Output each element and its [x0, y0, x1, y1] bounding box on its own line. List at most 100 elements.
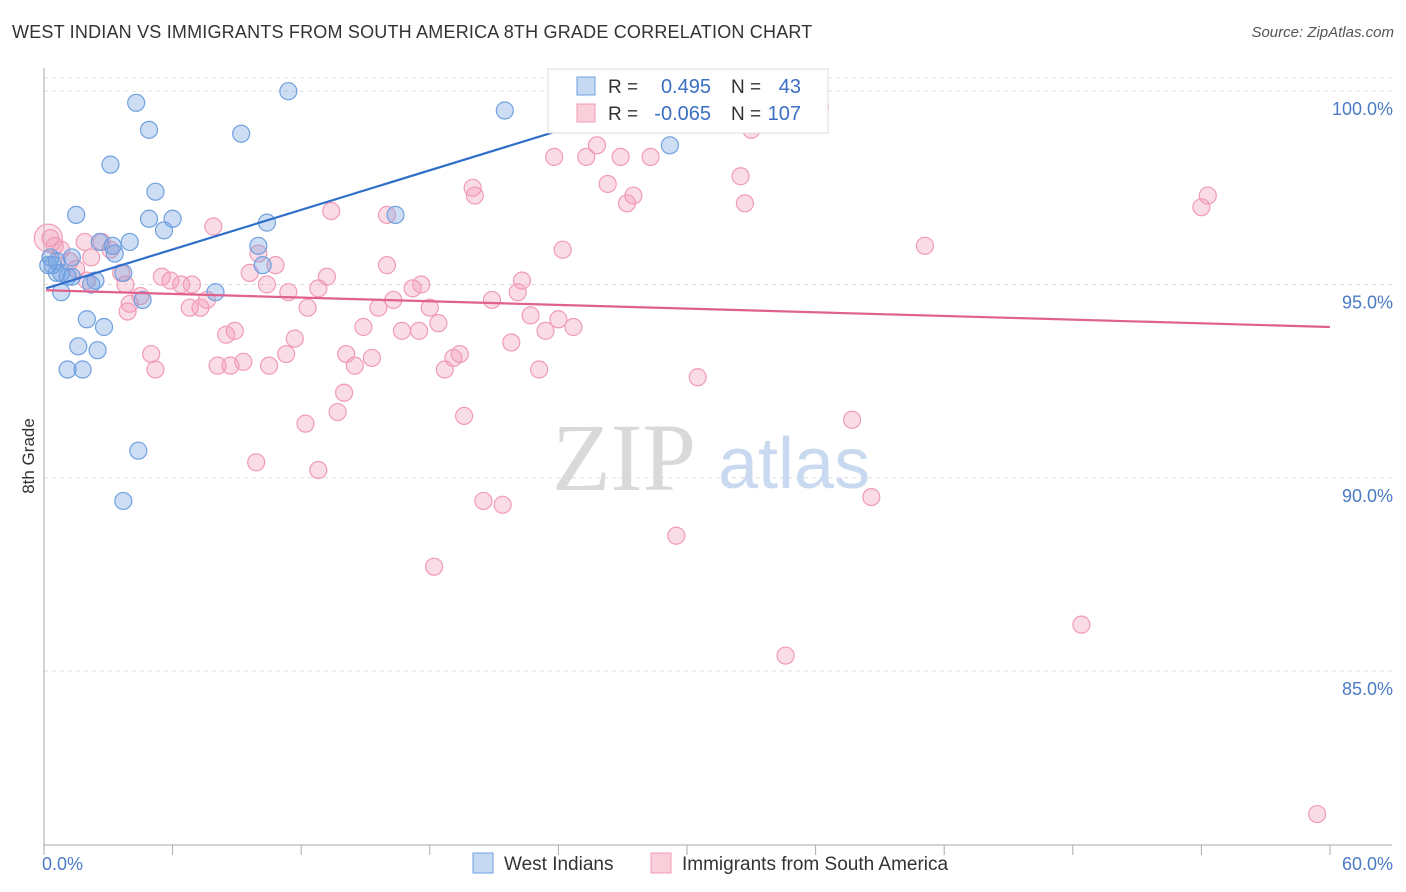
immigrants-point-5: [82, 248, 101, 267]
immigrants-point-37: [362, 348, 382, 368]
immigrants-point-15: [161, 271, 180, 290]
west-indians-point-42: [495, 101, 514, 120]
watermark-atlas: atlas: [718, 424, 870, 504]
immigrants-point-106: [688, 368, 707, 387]
immigrants-point-41: [392, 321, 412, 340]
immigrants-point-87: [334, 383, 354, 402]
immigrants-point-88: [247, 453, 266, 472]
immigrants-point-73: [735, 194, 754, 213]
immigrants-point-61: [577, 147, 596, 167]
immigrants-point-102: [549, 310, 568, 329]
immigrants-point-80: [915, 236, 935, 255]
immigrants-point-39: [377, 256, 397, 275]
immigrants-point-93: [208, 356, 227, 375]
immigrants-point-84: [776, 646, 795, 665]
west-indians-point-6: [67, 205, 86, 224]
bottom-legend-label-west-indians: West Indians: [504, 854, 613, 875]
immigrants-point-52: [493, 495, 512, 514]
west-indians-point-37: [133, 290, 152, 310]
immigrants-point-cluster: [33, 223, 63, 253]
immigrants-point-98: [277, 344, 296, 364]
immigrants-point-85: [1308, 804, 1327, 824]
axes: [43, 68, 1392, 846]
west-indians-point-7: [139, 209, 159, 228]
immigrants-point-38: [369, 298, 388, 317]
y-tick-labels: 85.0% 90.0% 95.0% 100.0%: [1332, 99, 1393, 699]
immigrants-point-58: [545, 147, 564, 167]
immigrants-point-26: [257, 275, 277, 294]
west-indians-point-0: [279, 82, 298, 101]
immigrants-point-63: [598, 174, 617, 194]
immigrants-point-16: [172, 275, 191, 294]
legend-swatch-immigrants: [576, 103, 596, 123]
chart-title: WEST INDIAN VS IMMIGRANTS FROM SOUTH AME…: [12, 22, 813, 42]
immigrants-point-72: [731, 167, 750, 186]
west-indians-point-30: [206, 283, 225, 302]
immigrants-point-96: [463, 178, 482, 197]
west-indians-point-35: [58, 360, 77, 379]
immigrants-point-21: [217, 325, 236, 344]
immigrants-point-99: [409, 321, 429, 340]
immigrants-point-56: [530, 360, 549, 379]
immigrants-point-54: [512, 271, 532, 290]
west-indians-point-34: [88, 341, 107, 360]
immigrants-point-86: [424, 557, 444, 576]
bottom-legend: West Indians Immigrants from South Ameri…: [472, 852, 949, 875]
west-indians-point-25: [253, 256, 272, 275]
immigrants-point-67: [641, 147, 660, 167]
bottom-legend-label-immigrants: Immigrants from South America: [682, 854, 949, 875]
west-indians-point-32: [94, 317, 114, 337]
trend-line-immigrants: [46, 289, 1331, 329]
immigrants-point-35: [345, 356, 364, 375]
immigrants-point-83: [1198, 186, 1217, 205]
west-indians-point-39: [129, 441, 148, 460]
x-tick-label-right: 60.0%: [1342, 854, 1393, 874]
legend-n-value-2: 107: [768, 103, 801, 125]
immigrants-point-32: [317, 267, 337, 286]
immigrants-point-55: [521, 306, 540, 325]
west-indians-point-33: [69, 337, 88, 356]
west-indians-point-9: [154, 221, 174, 240]
immigrants-point-51: [482, 290, 502, 310]
immigrants-point-22: [225, 321, 244, 340]
immigrants-point-89: [296, 414, 315, 433]
immigrants-point-71: [667, 526, 686, 545]
legend-n-label-1: N =: [731, 77, 761, 98]
immigrants-point-97: [322, 201, 341, 221]
west-indians-point-31: [77, 310, 96, 329]
immigrants-point-30: [298, 298, 317, 317]
immigrants-point-94: [259, 356, 279, 375]
immigrants-point-81: [1072, 615, 1091, 634]
x-ticks: [43, 845, 1331, 855]
immigrants-point-104: [182, 275, 201, 294]
immigrants-point-50: [474, 491, 493, 511]
west-indians-point-36: [73, 360, 92, 379]
immigrants-point-42: [403, 279, 422, 298]
immigrants-point-44: [420, 298, 439, 317]
west-indians-point-17: [120, 232, 139, 252]
y-tick-label-90: 90.0%: [1342, 486, 1393, 506]
immigrants-point-36: [354, 317, 373, 337]
west-indians-point-11: [386, 205, 405, 224]
west-indians-point-18: [105, 244, 124, 263]
legend-swatch-west-indians: [576, 76, 596, 96]
immigrants-point-66: [624, 186, 643, 205]
immigrants-point-79: [862, 487, 881, 507]
west-indians-point-14: [62, 248, 81, 267]
immigrants-point-103: [118, 302, 137, 321]
west-indians-point-40: [114, 491, 133, 511]
chart-source: Source: ZipAtlas.com: [1251, 24, 1394, 41]
immigrants-point-64: [611, 147, 630, 167]
immigrants-point-91: [146, 360, 165, 379]
immigrants-point-20: [204, 217, 223, 236]
x-tick-label-left: 0.0%: [42, 854, 83, 874]
y-tick-label-100: 100.0%: [1332, 99, 1393, 119]
legend-r-value-2: -0.065: [654, 103, 711, 125]
immigrants-point-57: [536, 321, 555, 340]
y-tick-label-95: 95.0%: [1342, 292, 1393, 312]
legend-n-value-1: 43: [779, 76, 801, 98]
west-indians-point-4: [101, 155, 120, 174]
immigrants-point-53: [502, 333, 521, 352]
immigrants-point-105: [221, 356, 240, 375]
